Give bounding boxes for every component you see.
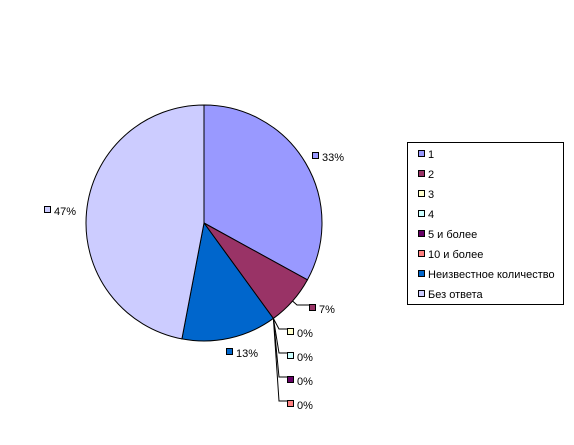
data-label-swatch [309, 304, 316, 311]
legend-item-4: 4 [418, 209, 434, 221]
legend-swatch [418, 250, 425, 257]
data-label-3: 0% [287, 328, 313, 340]
data-labels: 33% 7% 0% 0% 0% 0% 13% 47% [44, 152, 344, 412]
data-label-swatch [226, 348, 233, 355]
data-label-text: 33% [322, 152, 344, 164]
legend: 1 2 3 4 5 и более 10 и более Неизвестное колич… [407, 142, 564, 305]
data-label-10-и-более: 0% [287, 400, 313, 412]
leader-lines [272, 300, 309, 402]
leader-line-10-и-более [272, 318, 287, 402]
data-label-1: 33% [312, 152, 344, 164]
data-label-text: 7% [319, 304, 335, 316]
legend-item-2: 2 [418, 169, 434, 181]
pie-slice-без-ответа [85, 104, 205, 340]
legend-label: 3 [428, 189, 434, 201]
data-label-swatch [287, 400, 294, 407]
legend-item-3: 3 [418, 189, 434, 201]
data-label-4: 0% [287, 352, 313, 364]
data-label-text: 0% [297, 400, 313, 412]
legend-swatch [418, 190, 425, 197]
data-label-swatch [287, 352, 294, 359]
data-label-swatch [44, 206, 51, 213]
data-label-text: 47% [54, 206, 76, 218]
data-label-swatch [312, 152, 319, 159]
legend-label: 10 и более [428, 249, 483, 261]
legend-item-без-ответа: Без ответа [418, 289, 483, 301]
legend-label: 2 [428, 169, 434, 181]
leader-line-5-и-более [272, 318, 287, 378]
legend-label: 4 [428, 209, 434, 221]
legend-label: Без ответа [428, 289, 483, 301]
data-label-5-и-более: 0% [287, 376, 313, 388]
data-label-без-ответа: 47% [44, 206, 76, 218]
legend-item-5-и-более: 5 и более [418, 229, 477, 241]
legend-item-1: 1 [418, 149, 434, 161]
pie-slice-неизвестное-количество [181, 221, 275, 342]
data-label-2: 7% [309, 304, 335, 316]
leader-line-4 [272, 318, 287, 354]
legend-swatch [418, 170, 425, 177]
data-label-text: 0% [297, 376, 313, 388]
data-label-text: 13% [236, 348, 258, 360]
legend-item-неизвестное-количество: Неизвестное количество [418, 269, 555, 281]
legend-swatch [418, 150, 425, 157]
data-label-text: 0% [297, 328, 313, 340]
legend-swatch [418, 290, 425, 297]
data-label-swatch [287, 376, 294, 383]
legend-swatch [418, 210, 425, 217]
legend-swatch [418, 230, 425, 237]
legend-swatch [418, 270, 425, 277]
legend-item-10-и-более: 10 и более [418, 249, 483, 261]
data-label-text: 0% [297, 352, 313, 364]
data-label-swatch [287, 328, 294, 335]
legend-box [407, 142, 564, 305]
data-label-неизвестное-количество: 13% [226, 348, 258, 360]
pie-slice-1 [203, 104, 323, 281]
leader-line-2 [292, 300, 309, 306]
pie-slices [85, 104, 323, 342]
leader-line-3 [272, 318, 287, 330]
legend-label: Неизвестное количество [428, 269, 555, 281]
legend-label: 5 и более [428, 229, 477, 241]
legend-label: 1 [428, 149, 434, 161]
